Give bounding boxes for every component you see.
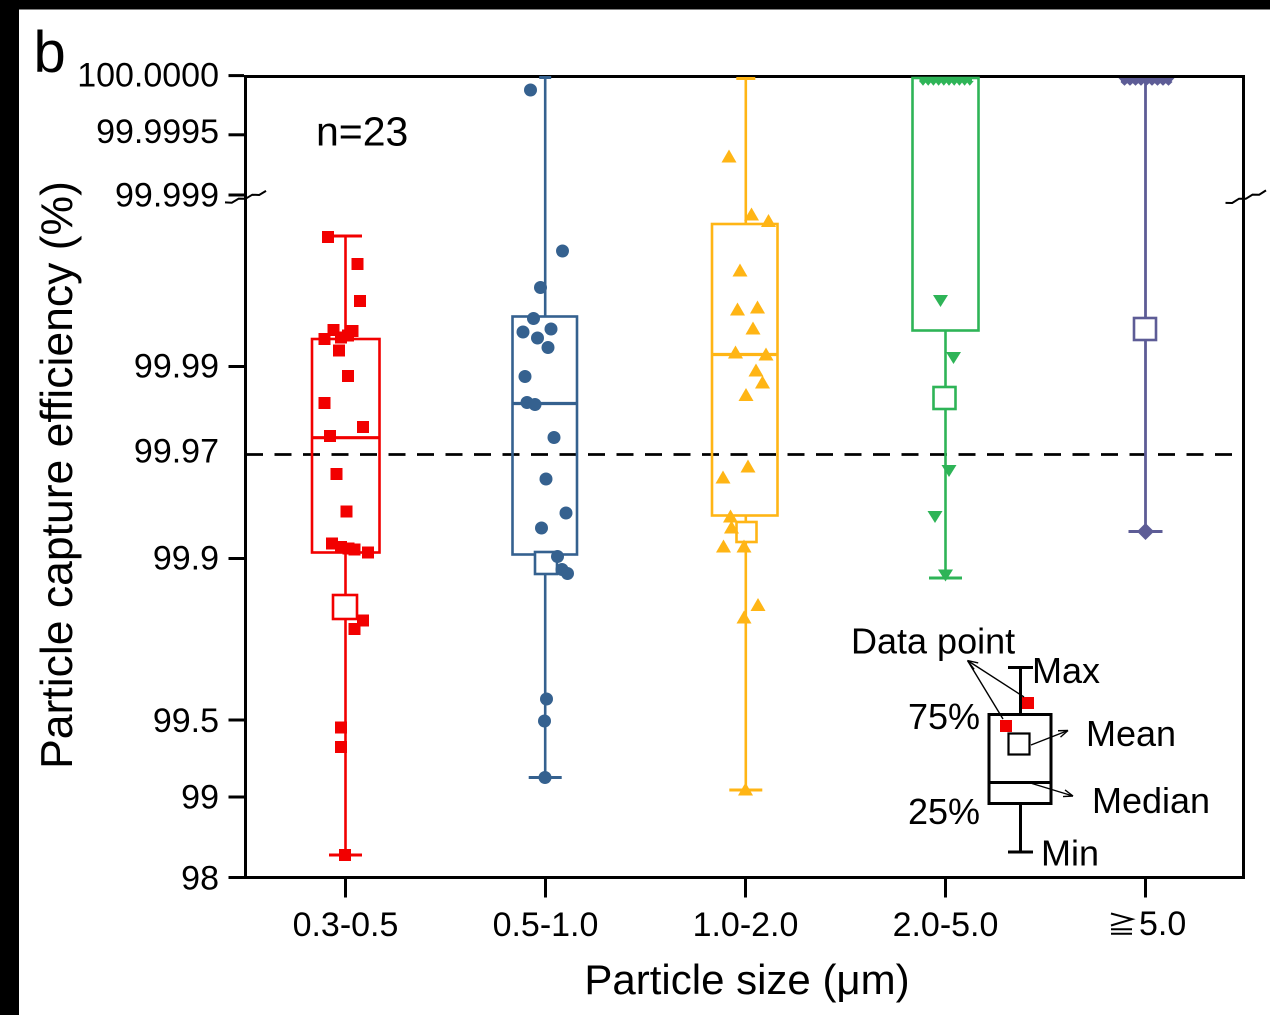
svg-text:98: 98: [181, 860, 219, 898]
svg-text:99.5: 99.5: [153, 702, 219, 740]
svg-text:99.999: 99.999: [115, 177, 219, 215]
svg-text:2.0-5.0: 2.0-5.0: [893, 906, 999, 944]
svg-text:99.97: 99.97: [134, 433, 219, 471]
svg-text:25%: 25%: [908, 791, 980, 832]
svg-text:75%: 75%: [908, 696, 980, 737]
svg-text:Median: Median: [1092, 780, 1210, 821]
svg-text:b: b: [34, 20, 66, 85]
svg-text:Mean: Mean: [1086, 713, 1176, 754]
svg-text:Max: Max: [1032, 650, 1100, 691]
svg-text:5.0: 5.0: [1139, 905, 1186, 943]
svg-text:0.3-0.5: 0.3-0.5: [293, 906, 399, 944]
svg-text:99.99: 99.99: [134, 348, 219, 386]
svg-text:99: 99: [181, 779, 219, 817]
svg-text:Data point: Data point: [851, 621, 1015, 662]
svg-text:Min: Min: [1041, 833, 1099, 874]
svg-text:99.9995: 99.9995: [96, 113, 219, 151]
svg-text:100.0000: 100.0000: [77, 57, 219, 95]
svg-text:n=23: n=23: [316, 109, 408, 155]
svg-text:Particle capture efficiency (%: Particle capture efficiency (%): [33, 181, 82, 769]
svg-text:Particle size (μm): Particle size (μm): [584, 956, 909, 1003]
svg-text:0.5-1.0: 0.5-1.0: [493, 906, 599, 944]
svg-text:99.9: 99.9: [153, 540, 219, 578]
svg-text:1.0-2.0: 1.0-2.0: [693, 906, 799, 944]
